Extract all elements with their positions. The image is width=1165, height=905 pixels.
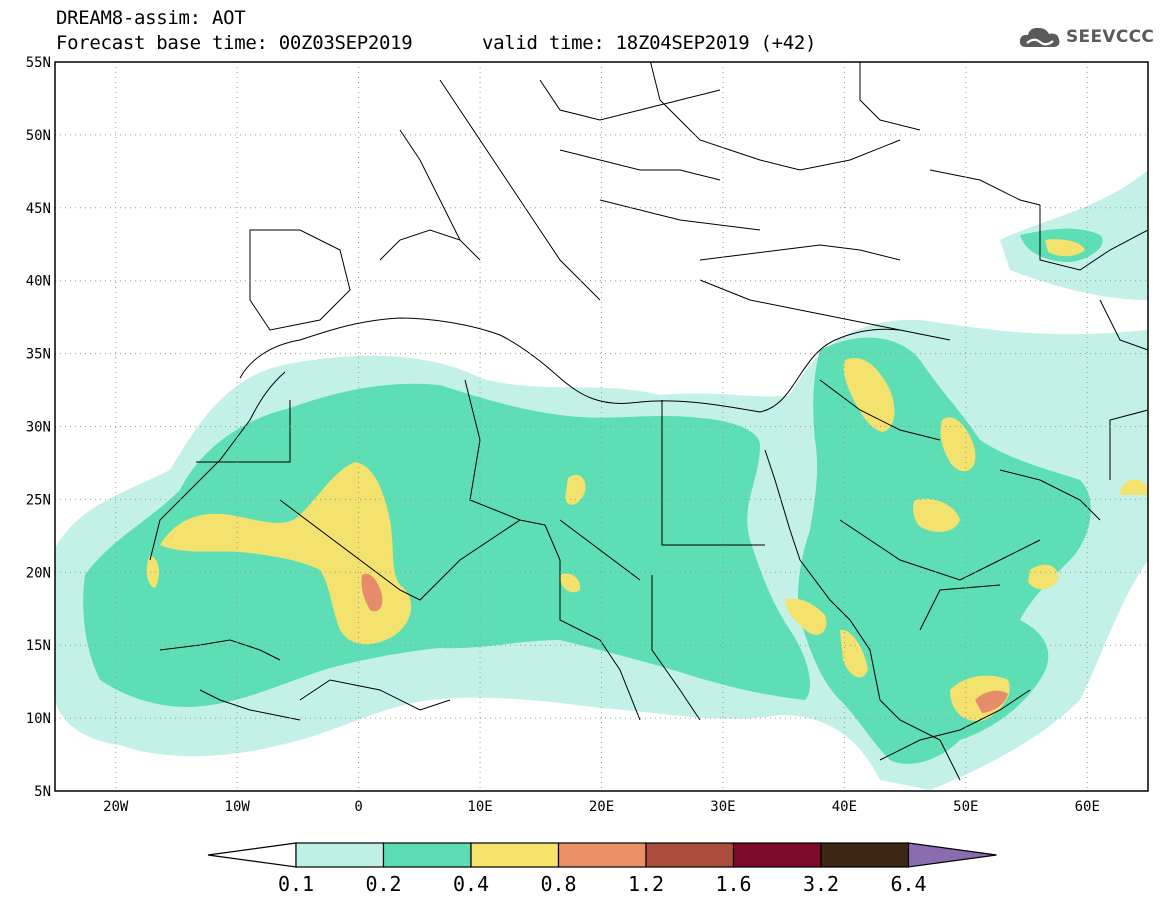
lon-tick-label: 20W	[103, 799, 129, 815]
lon-tick-label: 0	[354, 799, 362, 815]
colorbar-tick-label: 0.4	[452, 872, 490, 896]
lat-tick-label: 25N	[26, 492, 51, 508]
colorbar-segment	[732, 842, 822, 868]
lon-tick-label: 10W	[225, 799, 251, 815]
colorbar-segment	[820, 842, 910, 868]
colorbar-segment	[470, 842, 560, 868]
lat-tick-label: 15N	[26, 638, 51, 654]
aot-band-0-4	[146, 239, 1148, 722]
colorbar-tick-label: 6.4	[890, 872, 927, 896]
lon-tick-label: 20E	[589, 799, 614, 815]
colorbar	[207, 842, 997, 868]
longitude-labels: 20W 10W 0 10E 20E 30E 40E 50E 60E	[103, 799, 1100, 815]
colorbar-segment	[557, 842, 647, 868]
colorbar-tick-label: 0.2	[365, 872, 402, 896]
seevccc-logo: SEEVCCC	[1018, 22, 1154, 52]
colorbar-low-arrow	[207, 842, 297, 868]
colorbar-segment	[645, 842, 735, 868]
cloud-icon	[1019, 27, 1060, 47]
lat-tick-label: 55N	[26, 55, 51, 71]
lon-tick-label: 10E	[467, 799, 492, 815]
aot-band-0-8	[361, 573, 1008, 713]
lon-tick-label: 50E	[953, 799, 978, 815]
colorbar-tick-label: 0.8	[540, 872, 577, 896]
lat-tick-label: 45N	[26, 201, 51, 217]
colorbar-tick-label: 1.6	[715, 872, 752, 896]
lon-tick-label: 30E	[710, 799, 735, 815]
lat-tick-label: 5N	[34, 784, 51, 800]
title-valid-time: valid time: 18Z04SEP2019 (+42)	[482, 32, 817, 54]
country-borders	[149, 62, 1148, 781]
colorbar-tick-label: 3.2	[802, 872, 840, 896]
logo-text: SEEVCCC	[1066, 27, 1155, 47]
title-model: DREAM8-assim: AOT	[56, 7, 246, 29]
lat-tick-label: 20N	[26, 565, 51, 581]
colorbar-segment	[295, 842, 385, 868]
lat-tick-label: 35N	[26, 347, 51, 363]
map-gridlines	[55, 62, 1148, 791]
colorbar-tick-label: 1.2	[627, 872, 665, 896]
lat-tick-label: 10N	[26, 711, 51, 727]
colorbar-tick-label: 0.1	[277, 872, 315, 896]
lat-tick-label: 40N	[26, 274, 51, 290]
lon-tick-label: 40E	[832, 799, 857, 815]
colorbar-high-arrow	[907, 842, 997, 868]
lon-tick-label: 60E	[1075, 799, 1100, 815]
lat-tick-label: 50N	[26, 128, 51, 144]
map-frame	[54, 61, 1149, 792]
colorbar-segment	[382, 842, 472, 868]
title-base-time: Forecast base time: 00Z03SEP2019	[56, 32, 413, 54]
lat-tick-label: 30N	[26, 420, 51, 436]
latitude-labels: 5N 10N 15N 20N 25N 30N 35N 40N 45N 50N 55N	[26, 55, 51, 800]
